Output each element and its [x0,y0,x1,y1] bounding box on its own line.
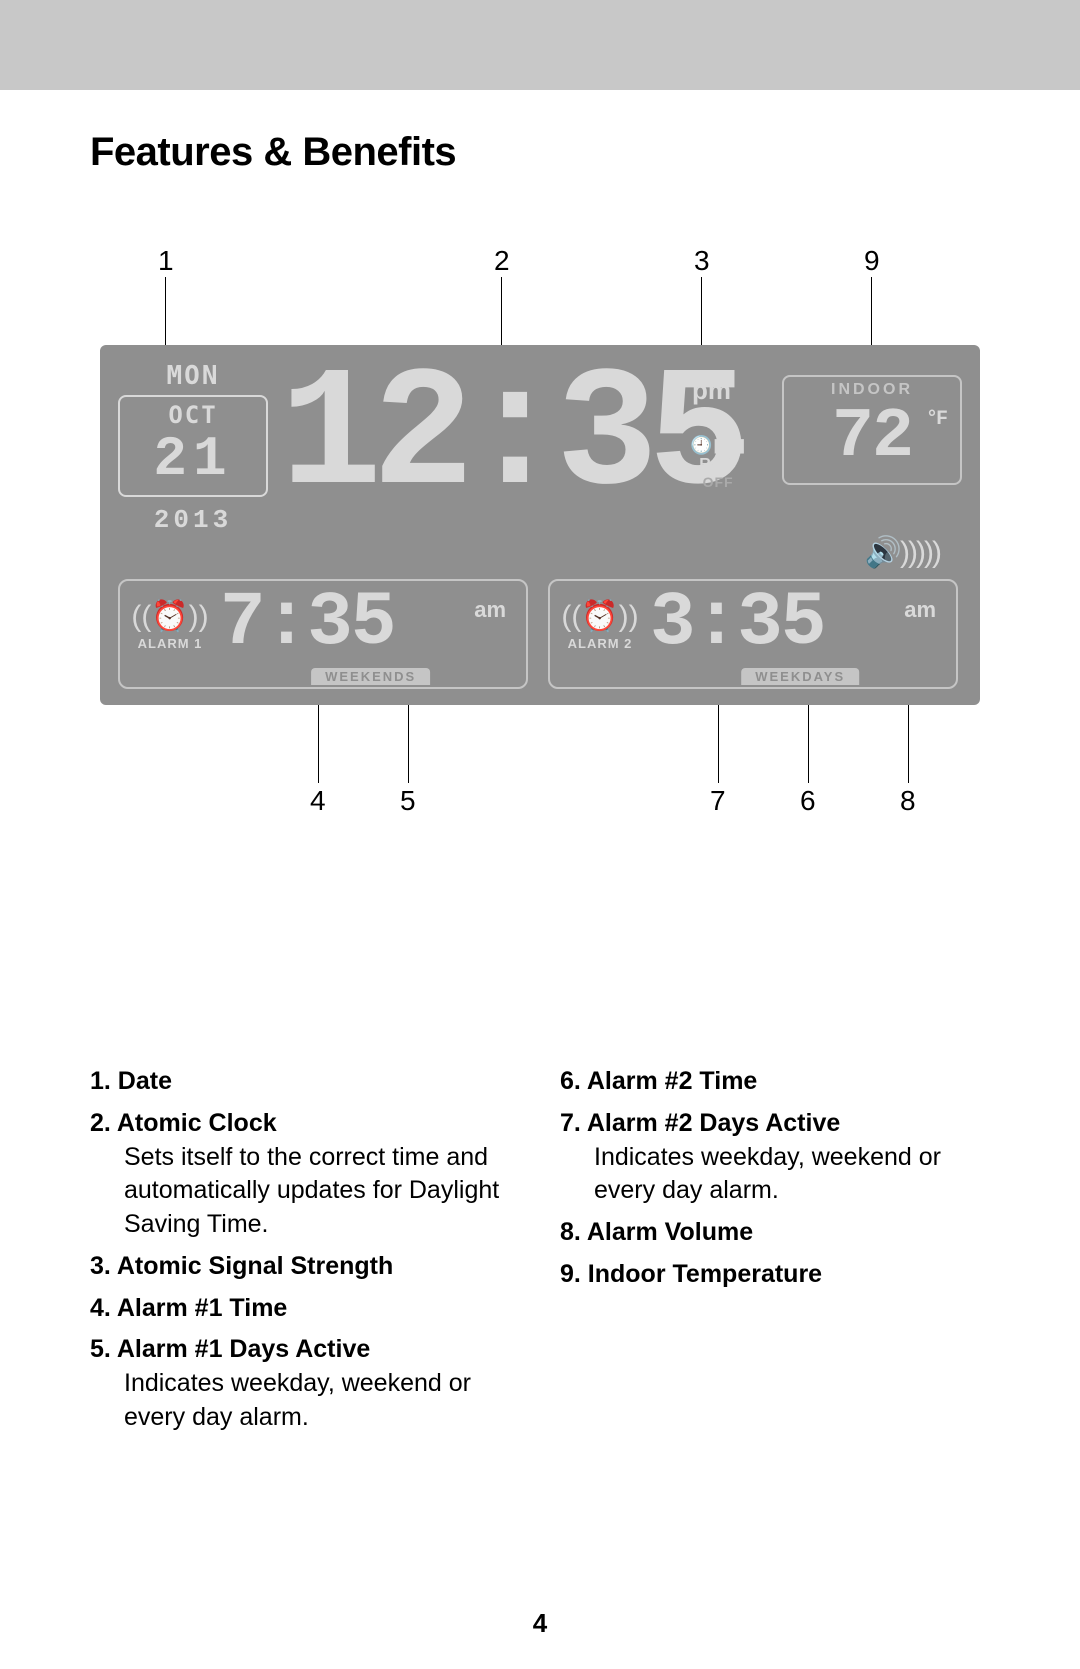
legend-item: 4. Alarm #1 Time [90,1292,520,1326]
legend-item-title: 1. Date [90,1065,520,1099]
legend-col-right: 6. Alarm #2 Time 7. Alarm #2 Days ActiveI… [560,1065,990,1443]
month: OCT [120,401,266,429]
legend-item-title: 2. Atomic Clock [90,1107,520,1141]
alarm1-ampm: am [474,597,506,623]
main-time: 12:35 [280,353,740,523]
callout-2: 2 [494,245,510,277]
callout-6: 6 [800,785,816,817]
legend-item: 5. Alarm #1 Days ActiveIndicates weekday… [90,1333,520,1434]
callout-5: 5 [400,785,416,817]
callout-7: 7 [710,785,726,817]
signal-icon: 🕘▮▮▮ [690,435,746,456]
rcc-label: RCC [690,456,746,474]
callout-3: 3 [694,245,710,277]
date-block: MON OCT 21 2013 [118,361,268,535]
alarm1-bell-icon: ((⏰)) [130,599,210,634]
month-box: OCT 21 [118,395,268,497]
indoor-box: INDOOR 72 °F [782,375,962,485]
callout-9: 9 [864,245,880,277]
leader-7 [718,703,719,783]
callout-4: 4 [310,785,326,817]
legend-item: 9. Indoor Temperature [560,1258,990,1292]
page-content: Features & Benefits 1 2 3 9 4 5 7 6 8 MO… [0,90,1080,1443]
legend-item-desc: Indicates weekday, weekend or every day … [90,1367,520,1435]
legend: 1. Date 2. Atomic ClockSets itself to the… [90,1065,990,1443]
alarm2-label: ALARM 2 [560,636,640,651]
alarm2-time: 3:35 [650,585,824,661]
page-number: 4 [533,1608,547,1639]
rcc-off: OFF [690,474,746,490]
leader-2 [501,277,502,345]
alarm2-panel: ((⏰)) ALARM 2 3:35 am WEEKDAYS [548,579,958,689]
day-number: 21 [120,431,266,487]
legend-item-title: 7. Alarm #2 Days Active [560,1107,990,1141]
alarm1-panel: ((⏰)) ALARM 1 7:35 am WEEKENDS [118,579,528,689]
legend-item: 3. Atomic Signal Strength [90,1250,520,1284]
leader-5 [408,703,409,783]
legend-item: 1. Date [90,1065,520,1099]
indoor-temp: 72 °F [784,403,960,473]
legend-item-title: 3. Atomic Signal Strength [90,1250,520,1284]
alarm1-time: 7:35 [220,585,394,661]
alarm1-label: ALARM 1 [130,636,210,651]
legend-col-left: 1. Date 2. Atomic ClockSets itself to the… [90,1065,520,1443]
legend-item: 8. Alarm Volume [560,1216,990,1250]
top-bar [0,0,1080,90]
page-title: Features & Benefits [90,130,990,175]
main-ampm: pm [692,375,731,406]
legend-item-desc: Sets itself to the correct time and auto… [90,1141,520,1242]
legend-item-title: 4. Alarm #1 Time [90,1292,520,1326]
callout-8: 8 [900,785,916,817]
indoor-unit: °F [926,409,946,431]
alarm1-icon-block: ((⏰)) ALARM 1 [130,599,210,651]
indoor-label: INDOOR [784,381,960,399]
alarm2-days: WEEKDAYS [741,668,859,685]
indoor-temp-value: 72 [832,398,912,477]
volume-icon: 🔊))))) [865,535,940,570]
legend-item-desc: Indicates weekday, weekend or every day … [560,1141,990,1209]
alarm2-icon-block: ((⏰)) ALARM 2 [560,599,640,651]
callout-1: 1 [158,245,174,277]
alarm2-ampm: am [904,597,936,623]
clock-device: MON OCT 21 2013 12:35 pm 🕘▮▮▮ RCC OFF IN… [100,345,980,705]
legend-item: 6. Alarm #2 Time [560,1065,990,1099]
clock-diagram: 1 2 3 9 4 5 7 6 8 MON OCT 21 2013 [100,345,980,705]
rcc-block: 🕘▮▮▮ RCC OFF [690,435,746,490]
alarm2-bell-icon: ((⏰)) [560,599,640,634]
legend-item: 2. Atomic ClockSets itself to the correc… [90,1107,520,1242]
legend-item-title: 9. Indoor Temperature [560,1258,990,1292]
legend-item: 7. Alarm #2 Days ActiveIndicates weekday… [560,1107,990,1208]
legend-item-title: 5. Alarm #1 Days Active [90,1333,520,1367]
weekday: MON [118,361,268,391]
year: 2013 [118,505,268,535]
legend-item-title: 6. Alarm #2 Time [560,1065,990,1099]
legend-item-title: 8. Alarm Volume [560,1216,990,1250]
leader-1 [165,277,166,345]
alarm1-days: WEEKENDS [311,668,430,685]
